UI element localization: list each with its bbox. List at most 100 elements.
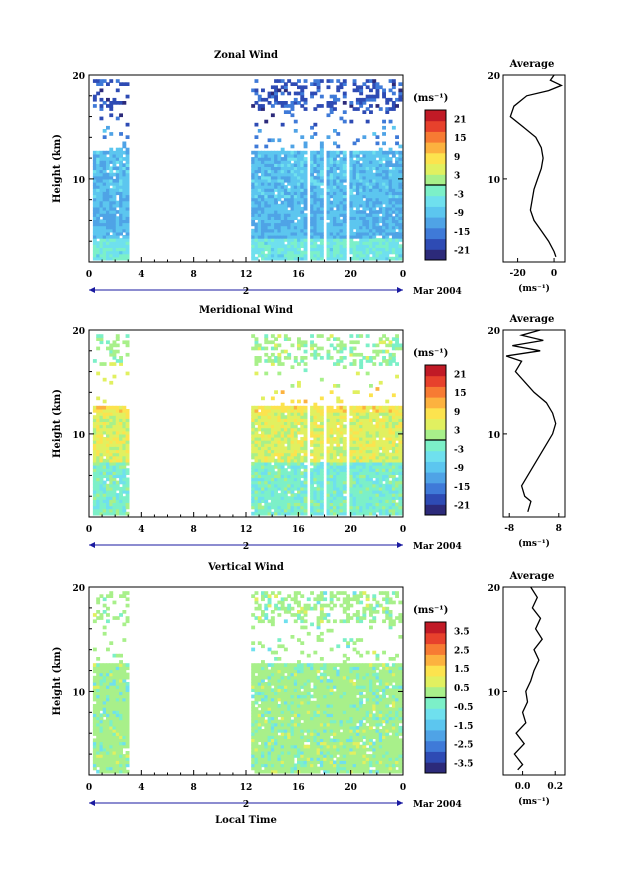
heatmap-cell bbox=[264, 405, 269, 410]
heatmap-cell bbox=[313, 499, 318, 503]
heatmap-cell bbox=[92, 154, 97, 158]
heatmap-cell bbox=[257, 185, 262, 189]
heatmap-cell bbox=[352, 461, 357, 466]
heatmap-cell bbox=[96, 691, 101, 696]
heatmap-cell bbox=[316, 409, 321, 413]
heatmap-cell bbox=[362, 194, 367, 199]
heatmap-cell bbox=[395, 427, 399, 432]
heatmap-cell bbox=[375, 480, 380, 485]
heatmap-cell bbox=[395, 405, 399, 410]
heatmap-cell bbox=[372, 424, 377, 429]
heatmap-cell bbox=[115, 437, 120, 441]
heatmap-cell bbox=[297, 496, 301, 500]
heatmap-cell bbox=[270, 191, 275, 196]
heatmap-cell bbox=[391, 443, 396, 447]
heatmap-cell bbox=[287, 154, 292, 158]
heatmap-cell bbox=[96, 682, 101, 686]
heatmap-cell bbox=[342, 253, 347, 258]
heatmap-cell bbox=[109, 206, 114, 211]
heatmap-cell bbox=[398, 499, 403, 503]
heatmap-cell bbox=[362, 256, 367, 261]
heatmap-cell bbox=[382, 210, 386, 214]
heatmap-cell bbox=[333, 493, 337, 497]
heatmap-cell bbox=[342, 79, 347, 83]
heatmap-cell bbox=[109, 769, 114, 774]
heatmap-cell bbox=[391, 468, 396, 472]
heatmap-cell bbox=[109, 210, 114, 214]
heatmap-cell bbox=[125, 157, 130, 161]
heatmap-cell bbox=[339, 499, 344, 503]
heatmap-cell bbox=[391, 359, 396, 363]
heatmap-cell bbox=[257, 735, 262, 739]
heatmap-cell bbox=[398, 511, 403, 516]
heatmap-cell bbox=[251, 732, 256, 736]
heatmap-cell bbox=[257, 471, 262, 475]
heatmap-cell bbox=[352, 418, 357, 422]
heatmap-cell bbox=[283, 415, 288, 419]
heatmap-cell bbox=[125, 409, 130, 413]
heatmap-cell bbox=[310, 427, 314, 432]
heatmap-cell bbox=[92, 150, 97, 155]
heatmap-cell bbox=[125, 502, 130, 507]
heatmap-cell bbox=[119, 175, 123, 180]
heatmap-cell bbox=[125, 194, 130, 199]
heatmap-cell bbox=[122, 175, 127, 180]
heatmap-cell bbox=[395, 169, 399, 174]
heatmap-cell bbox=[329, 213, 334, 217]
colorbar-tick-label: -15 bbox=[454, 228, 470, 238]
heatmap-cell bbox=[287, 188, 292, 192]
heatmap-cell bbox=[287, 418, 292, 422]
heatmap-cell bbox=[293, 238, 298, 242]
heatmap-cell bbox=[329, 194, 334, 199]
heatmap-cell bbox=[267, 452, 272, 457]
heatmap-cell bbox=[342, 225, 347, 230]
heatmap-cell bbox=[359, 468, 364, 472]
heatmap-cell bbox=[261, 415, 265, 419]
heatmap-cell bbox=[115, 88, 120, 93]
heatmap-cell bbox=[109, 694, 114, 699]
heatmap-cell bbox=[283, 225, 288, 230]
heatmap-cell bbox=[329, 502, 334, 507]
heatmap-cell bbox=[119, 405, 123, 410]
heatmap-cell bbox=[264, 182, 269, 186]
heatmap-cell bbox=[277, 247, 282, 252]
heatmap-cell bbox=[359, 253, 364, 258]
heatmap-cell bbox=[310, 247, 314, 252]
heatmap-cell bbox=[283, 409, 288, 413]
heatmap-cell bbox=[264, 352, 269, 357]
heatmap-cell bbox=[290, 188, 295, 192]
heatmap-cell bbox=[125, 468, 130, 472]
heatmap-cell bbox=[112, 468, 117, 472]
heatmap-cell bbox=[372, 449, 377, 454]
heatmap-cell bbox=[115, 691, 120, 696]
heatmap-cell bbox=[326, 337, 331, 341]
heatmap-cell bbox=[92, 619, 97, 624]
heatmap-cell bbox=[352, 250, 357, 255]
heatmap-cell bbox=[378, 508, 383, 513]
heatmap-cell bbox=[251, 228, 256, 233]
heatmap-cell bbox=[372, 150, 377, 155]
heatmap-cell bbox=[274, 474, 278, 479]
heatmap-cell bbox=[375, 250, 380, 255]
heatmap-cell bbox=[319, 486, 324, 491]
heatmap-cell bbox=[369, 210, 373, 214]
heatmap-cell bbox=[300, 157, 305, 161]
heatmap-cell bbox=[261, 396, 265, 401]
heatmap-cell bbox=[339, 343, 344, 348]
heatmap-cell bbox=[264, 235, 269, 239]
heatmap-cell bbox=[313, 206, 318, 211]
heatmap-cell bbox=[319, 169, 324, 174]
heatmap-cell bbox=[261, 707, 265, 711]
heatmap-cell bbox=[267, 418, 272, 422]
heatmap-cell bbox=[359, 188, 364, 192]
heatmap-cell bbox=[99, 334, 104, 338]
heatmap-cell bbox=[109, 446, 114, 451]
heatmap-cell bbox=[303, 362, 308, 366]
heatmap-cell bbox=[303, 188, 308, 192]
heatmap-cell bbox=[391, 256, 396, 261]
heatmap-cell bbox=[355, 440, 360, 444]
heatmap-cell bbox=[293, 172, 298, 177]
heatmap-cell bbox=[254, 405, 259, 410]
heatmap-cell bbox=[382, 455, 386, 460]
heatmap-cell bbox=[316, 446, 321, 451]
